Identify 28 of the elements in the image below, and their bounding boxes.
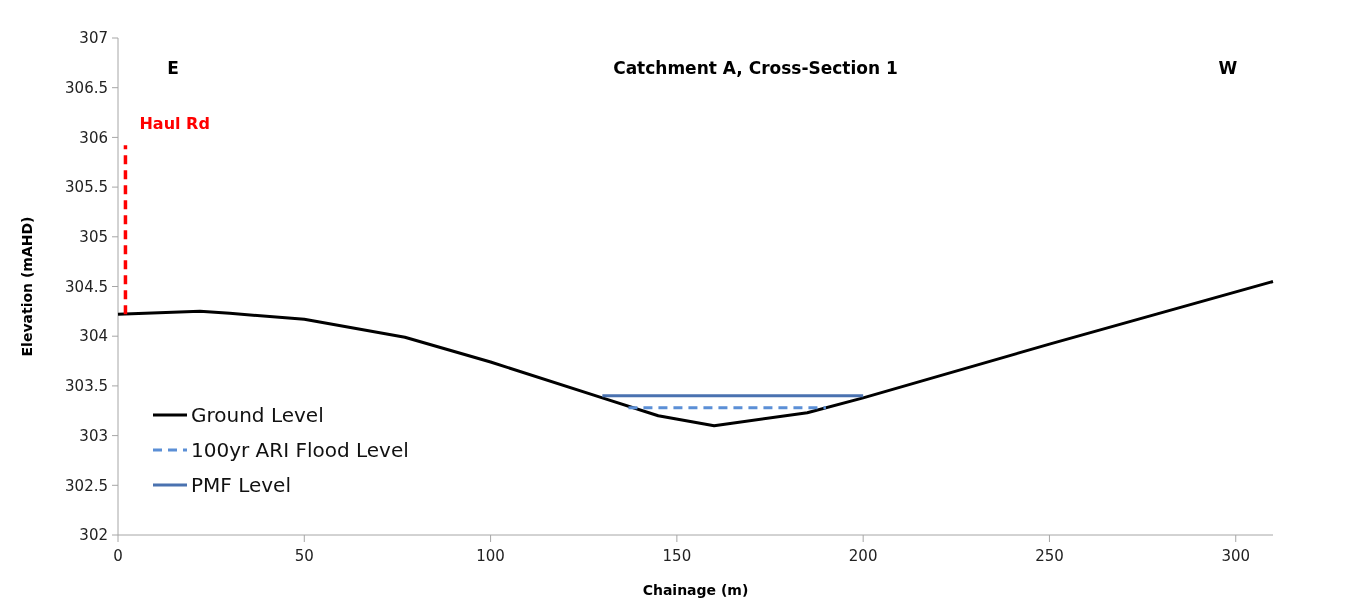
y-tick-label: 305	[79, 228, 108, 247]
y-tick-label: 306	[79, 128, 108, 147]
y-tick-label: 307	[79, 29, 108, 48]
line-series	[116, 280, 1275, 428]
y-tick-label: 303.5	[65, 377, 108, 396]
legend-label: 100yr ARI Flood Level	[191, 438, 409, 462]
y-tick-label: 306.5	[65, 78, 108, 97]
text: Catchment A, Cross-Section 1	[613, 58, 898, 78]
x-tick-label: 300	[1221, 547, 1251, 565]
x-tick-label: 250	[1035, 547, 1064, 565]
annotation: E	[167, 58, 179, 78]
x-tick-label: 200	[848, 547, 878, 565]
annotation: W	[1218, 58, 1238, 78]
y-tick-label: 304.5	[65, 277, 108, 296]
y-tick-label: 302.5	[65, 476, 108, 495]
x-tick-label: 150	[662, 547, 692, 565]
x-tick-label: 50	[294, 547, 314, 565]
x-axis-title: Chainage (m)	[642, 582, 749, 598]
y-axis-title: Elevation (mAHD)	[19, 216, 35, 357]
y-tick-label: 302	[79, 526, 108, 545]
y-tick-label: 304	[79, 327, 108, 346]
y-tick-label: 305.5	[65, 178, 108, 197]
legend-label: Ground Level	[191, 403, 324, 427]
annotation: Haul Rd	[139, 113, 210, 133]
x-tick-label: 100	[476, 547, 505, 565]
legend-label: PMF Level	[191, 473, 291, 497]
x-tick-label: 0	[113, 547, 123, 565]
y-tick-label: 303	[79, 426, 108, 445]
